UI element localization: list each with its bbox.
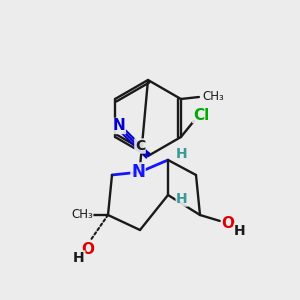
Text: H: H: [176, 147, 188, 161]
Text: C: C: [135, 139, 145, 153]
Text: O: O: [82, 242, 94, 256]
Text: H: H: [176, 192, 188, 206]
Text: CH₃: CH₃: [71, 208, 93, 221]
Text: O: O: [221, 215, 235, 230]
Text: Cl: Cl: [193, 107, 209, 122]
Text: H: H: [234, 224, 246, 238]
Text: CH₃: CH₃: [202, 91, 224, 103]
Text: N: N: [131, 163, 145, 181]
Text: N: N: [112, 118, 125, 134]
Text: H: H: [73, 251, 85, 265]
